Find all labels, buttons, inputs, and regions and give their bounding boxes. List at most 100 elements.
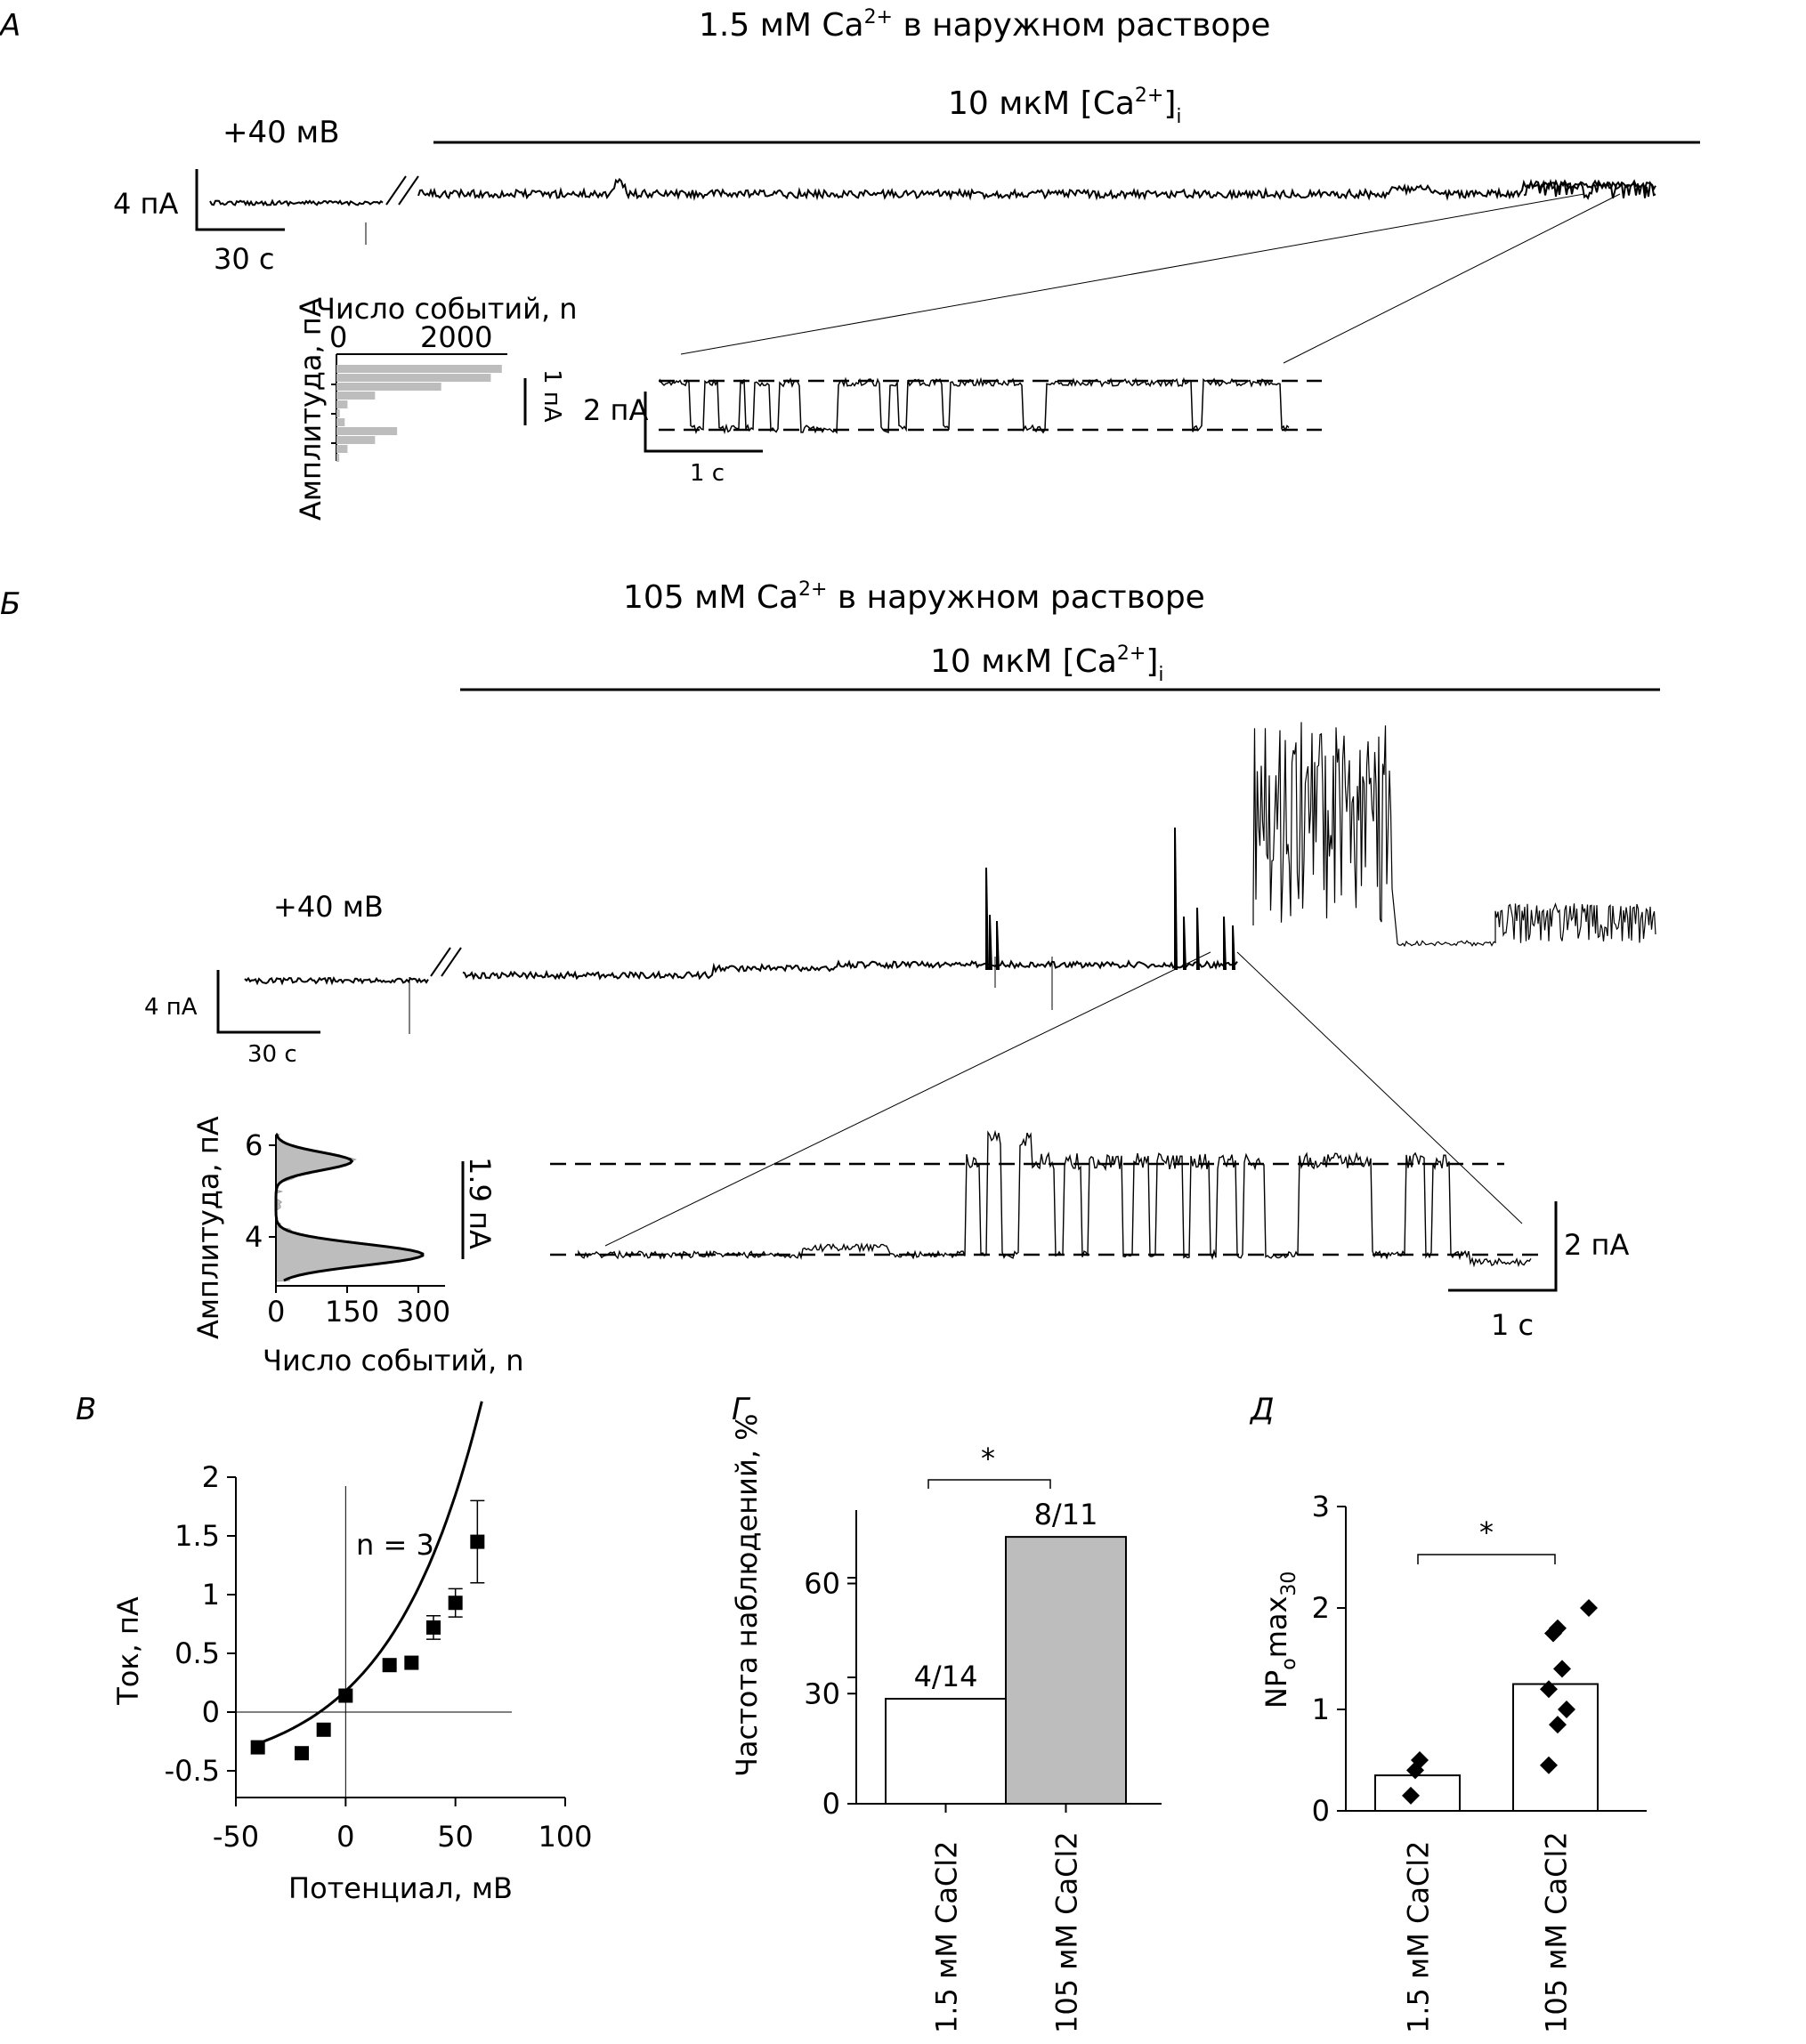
d-ytick-label: 0 (1312, 1794, 1330, 1828)
g-category-label: 105 мМ CaCl2 (1050, 1831, 1084, 2033)
zoom-connector-left (604, 951, 1211, 1247)
panel-b-zoom-trace (578, 1129, 1532, 1268)
d-point (1580, 1599, 1598, 1617)
hist-a-bar (336, 383, 441, 391)
hist-a-bar (336, 436, 376, 444)
d-point (1553, 1660, 1571, 1678)
iv-ytick-label: 0.5 (174, 1636, 220, 1670)
frequency-chart: 0 30 60 Частота наблюдений, % 4/14 1.5 мМ CaC… (730, 1413, 1162, 2033)
iv-chart: -50 0 50 100 -0.5 0 0.5 1 1.5 2 Потенциал, мВ Ток, … (111, 1401, 593, 1905)
panel-b-trace-pre (244, 975, 429, 986)
hist-a-bar (336, 392, 376, 400)
hist-b-scale-label: 1.9 пА (463, 1157, 497, 1249)
panel-a-trace-main (417, 177, 1656, 201)
panel-b-zoom-scalebar (1448, 1201, 1558, 1292)
iv-ytick-label: -0.5 (165, 1754, 220, 1788)
hist-b-tick-150: 150 (325, 1295, 379, 1329)
d-ytick-label: 1 (1312, 1693, 1330, 1726)
hist-a-bar (336, 365, 502, 373)
hist-a-bar (336, 374, 491, 382)
panel-b-title: 105 мМ Ca2+ в наружном растворе (623, 578, 1205, 616)
d-ylabel-max: max (1259, 1596, 1293, 1659)
panel-a-title: 1.5 мМ Ca2+ в наружном растворе (699, 6, 1270, 44)
panel-b-trace-burst (1252, 722, 1496, 948)
g-bar (885, 1698, 1007, 1806)
iv-xlabel: Потенциал, мВ (288, 1871, 513, 1905)
hist-a-bar (336, 418, 345, 426)
hist-a-bar (336, 409, 340, 417)
iv-point (382, 1658, 397, 1673)
panel-label-d: Д (1249, 1392, 1275, 1427)
g-bar-label: 8/11 (1034, 1498, 1098, 1531)
panel-b-condition: 10 мкМ [Ca2+]i (930, 642, 1164, 686)
axis-break-1 (385, 175, 407, 206)
d-point (1540, 1756, 1558, 1774)
panel-a-voltage: +40 мВ (223, 115, 340, 150)
g-category-label: 1.5 мМ CaCl2 (930, 1840, 964, 2033)
panel-a-hist-ylabel: Амплитуда, пА (294, 297, 328, 521)
iv-xtick-label: -50 (213, 1820, 259, 1854)
g-ytick-label: 60 (804, 1567, 840, 1601)
panel-a-zoom-trace (660, 376, 1290, 435)
panel-a-zoom-scalebar (644, 392, 763, 453)
hist-a-tick-0: 0 (329, 320, 347, 354)
iv-point (426, 1620, 441, 1635)
iv-ytick-label: 0 (202, 1695, 220, 1729)
d-point (1402, 1786, 1420, 1805)
iv-point (338, 1688, 353, 1703)
iv-point (404, 1655, 419, 1670)
panel-b-scale-time: 30 с (247, 1041, 297, 1068)
iv-ytick-label: 2 (202, 1460, 220, 1494)
d-point (1558, 1701, 1575, 1718)
panel-label-b: Б (0, 586, 20, 622)
d-ylabel-sub: 30 (1278, 1571, 1300, 1596)
zoom-connector-right (1283, 193, 1621, 364)
iv-ytick-label: 1 (202, 1578, 220, 1612)
panel-b-voltage: +40 мВ (273, 890, 384, 924)
g-bar (1005, 1536, 1127, 1806)
d-point (1540, 1680, 1558, 1699)
iv-xtick-label: 0 (336, 1820, 354, 1854)
iv-point (316, 1722, 331, 1737)
panel-a-trace-pre (209, 198, 384, 207)
panel-label-v: В (76, 1392, 96, 1427)
hist-b-tick-300: 300 (396, 1295, 450, 1329)
axis-break-4 (441, 947, 462, 977)
panel-a-condition: 10 мкМ [Ca2+]i (948, 85, 1182, 128)
panel-a-zoom-scale-time: 1 с (690, 460, 725, 487)
npo-chart: 0 1 2 3 NPomax30 1.5 мМ CaCl2 105 мМ CaCl2 * (1259, 1490, 1647, 2033)
g-ylabel: Частота наблюдений, % (730, 1413, 764, 1777)
panel-label-a: А (0, 8, 20, 44)
panel-b-zoom-scale-current: 2 пА (1564, 1228, 1629, 1262)
d-ytick-label: 2 (1312, 1591, 1330, 1625)
hist-a-bar (336, 454, 340, 462)
d-point (1544, 1624, 1562, 1643)
d-point (1406, 1761, 1424, 1780)
d-point (1549, 1716, 1567, 1734)
panel-b-hist-xlabel: Число событий, n (263, 1344, 524, 1377)
g-bar-label: 4/14 (914, 1660, 978, 1693)
hist-a-scale-label: 1 пА (539, 369, 565, 423)
d-ytick-label: 3 (1312, 1490, 1330, 1523)
d-category-label: 1.5 мМ CaCl2 (1402, 1840, 1436, 2033)
g-sig-star: * (981, 1442, 995, 1475)
panel-b-trace-main (462, 827, 1238, 981)
hist-a-bars (336, 365, 502, 462)
hist-a-bar (336, 427, 398, 435)
d-ylabel: NPomax30 (1259, 1571, 1300, 1709)
iv-xtick-label: 100 (538, 1820, 592, 1854)
iv-fit-curve (257, 1401, 483, 1745)
panel-a-hist-xlabel: Число событий, n (316, 292, 578, 326)
d-category-label: 105 мМ CaCl2 (1540, 1831, 1574, 2033)
panel-b-trace-late (1494, 902, 1656, 943)
iv-point (295, 1746, 309, 1761)
d-sig-bracket (1417, 1554, 1556, 1564)
hist-b-tick-4: 4 (245, 1220, 263, 1254)
iv-xtick-label: 50 (437, 1820, 474, 1854)
d-sig-star: * (1479, 1515, 1494, 1549)
panel-a-scale-current: 4 пА (113, 187, 178, 221)
zoom-connector-right (1236, 951, 1523, 1224)
g-ytick-label: 0 (822, 1787, 840, 1821)
zoom-connector-left (680, 193, 1585, 355)
